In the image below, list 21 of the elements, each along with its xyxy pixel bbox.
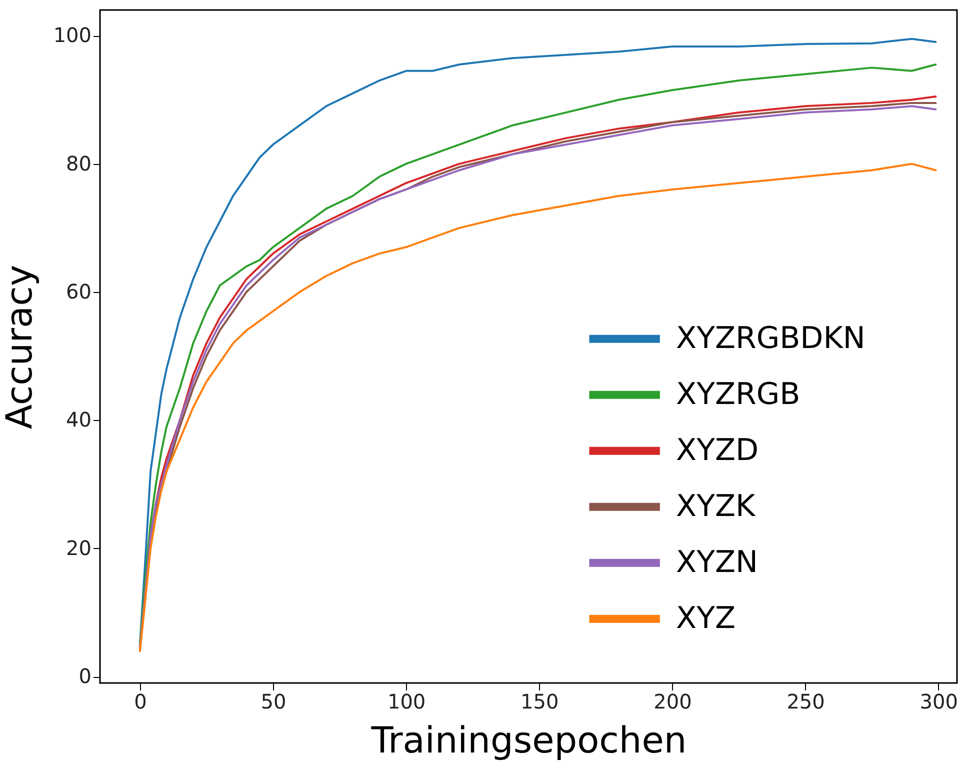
y-tick-label: 100: [53, 23, 92, 48]
legend-label: XYZ: [676, 600, 736, 636]
legend-label: XYZRGBDKN: [676, 320, 866, 356]
x-tick-label: 0: [134, 690, 147, 714]
x-tick-label: 100: [387, 690, 426, 714]
y-tick-label: 40: [66, 408, 92, 432]
y-tick-label: 60: [66, 280, 92, 304]
x-tick-label: 300: [920, 690, 958, 714]
legend-label: XYZN: [676, 544, 758, 580]
x-axis-title: Trainingsepochen: [370, 720, 687, 762]
y-axis-title: Accuracy: [0, 264, 40, 430]
legend-label: XYZRGB: [676, 376, 800, 412]
x-tick-label: 150: [520, 690, 559, 714]
y-tick-label: 0: [78, 664, 92, 688]
y-tick-label: 20: [66, 536, 92, 560]
y-tick-label: 80: [66, 151, 92, 176]
legend-label: XYZK: [676, 488, 756, 524]
x-tick-label: 250: [786, 690, 825, 714]
x-tick-label: 200: [654, 690, 692, 714]
x-tick-label: 50: [260, 690, 286, 714]
legend-label: XYZD: [676, 432, 759, 468]
